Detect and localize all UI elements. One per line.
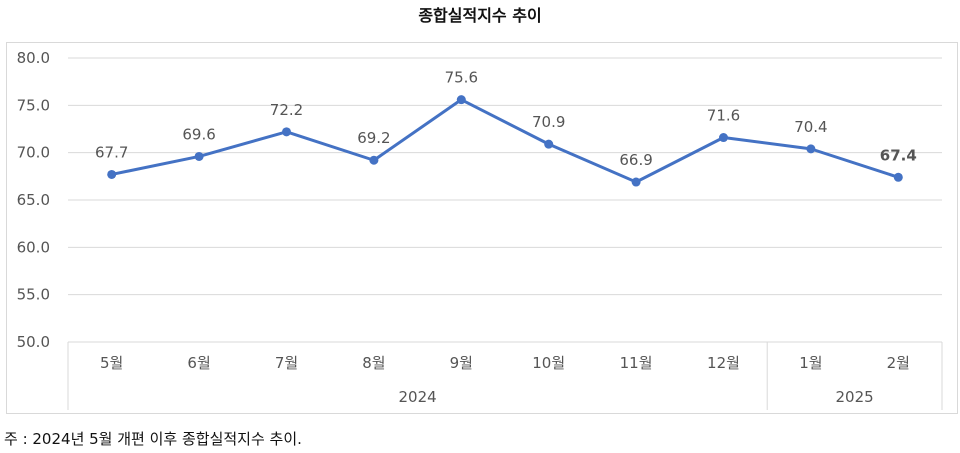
y-tick-label: 75.0 xyxy=(17,96,50,114)
data-point xyxy=(369,155,379,165)
data-point xyxy=(282,127,291,137)
x-tick-label: 12월 xyxy=(707,354,740,372)
x-tick-label: 9월 xyxy=(450,354,473,372)
footnote: 주 : 2024년 5월 개편 이후 종합실적지수 추이. xyxy=(4,430,302,448)
data-label: 70.4 xyxy=(794,118,827,136)
x-tick-label: 8월 xyxy=(362,354,385,372)
data-point xyxy=(806,144,816,154)
data-label: 72.2 xyxy=(270,101,303,119)
data-point xyxy=(107,169,117,179)
x-tick-label: 11월 xyxy=(620,354,653,372)
x-tick-label: 7월 xyxy=(275,354,298,372)
data-label: 69.6 xyxy=(182,125,215,143)
y-tick-label: 60.0 xyxy=(17,238,50,256)
data-label: 70.9 xyxy=(532,113,565,131)
data-point xyxy=(194,151,204,161)
y-tick-label: 50.0 xyxy=(17,333,50,351)
data-label: 69.2 xyxy=(357,129,390,147)
data-label: 75.6 xyxy=(445,69,478,87)
data-label: 67.4 xyxy=(880,146,917,164)
data-label: 71.6 xyxy=(707,107,740,125)
chart-frame xyxy=(6,42,958,414)
x-tick-label: 5월 xyxy=(100,354,123,372)
data-point xyxy=(719,133,728,143)
y-tick-label: 80.0 xyxy=(17,49,50,67)
data-point xyxy=(544,139,554,149)
data-point xyxy=(631,177,641,187)
y-tick-label: 65.0 xyxy=(17,191,50,209)
data-label: 67.7 xyxy=(95,143,128,161)
data-point xyxy=(893,172,903,182)
data-point xyxy=(456,95,466,105)
chart-title: 종합실적지수 추이 xyxy=(418,6,542,25)
year-label: 2025 xyxy=(836,388,874,406)
x-tick-label: 2월 xyxy=(887,354,910,372)
y-tick-label: 55.0 xyxy=(17,286,50,304)
line-chart: 80.0 75.0 70.0 65.0 60.0 55.0 50.0 2024 2025 5월 6월… xyxy=(17,49,943,410)
y-tick-label: 70.0 xyxy=(17,144,50,162)
x-tick-label: 1월 xyxy=(799,354,822,372)
x-tick-label: 6월 xyxy=(187,354,210,372)
x-tick-label: 10월 xyxy=(532,354,565,372)
series-line xyxy=(111,98,899,184)
year-label: 2024 xyxy=(399,388,437,406)
data-label: 66.9 xyxy=(619,151,652,169)
